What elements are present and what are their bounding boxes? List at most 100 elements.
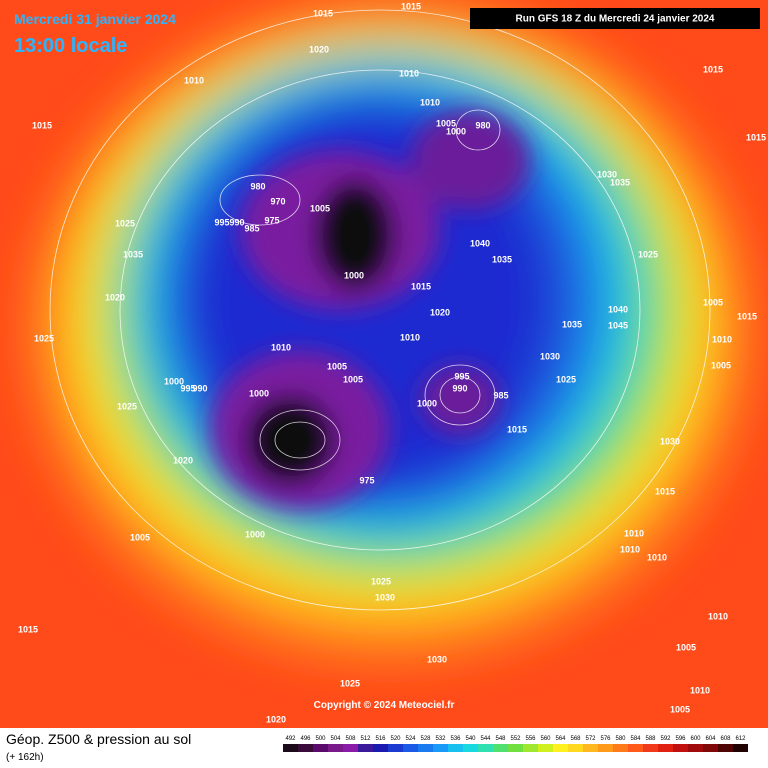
isobar-label: 1030 [375, 592, 395, 602]
legend-label: 500 [315, 736, 326, 742]
isobar-label: 1020 [309, 44, 329, 54]
legend-swatch [448, 744, 463, 752]
legend-label: 568 [570, 736, 581, 742]
legend-swatch [373, 744, 388, 752]
legend-swatch [283, 744, 298, 752]
date: Mercredi 31 janvier 2024 [14, 11, 176, 27]
isobar-label: 1015 [401, 1, 421, 11]
legend-label: 536 [450, 736, 461, 742]
isobar-label: 1030 [427, 654, 447, 664]
isobar-label: 1015 [703, 64, 723, 74]
isobar-label: 1010 [400, 332, 420, 342]
isobar-label: 1005 [711, 360, 731, 370]
isobar-label: 1015 [507, 424, 527, 434]
legend-label: 576 [600, 736, 611, 742]
legend-label: 600 [690, 736, 701, 742]
legend-label: 584 [630, 736, 641, 742]
isobar-label: 1000 [245, 529, 265, 539]
isobar-label: 1020 [430, 307, 450, 317]
legend-swatch [418, 744, 433, 752]
legend-label: 528 [420, 736, 431, 742]
time: 13:00 locale [14, 35, 127, 57]
isobar-label: 1015 [32, 120, 52, 130]
legend-swatch [538, 744, 553, 752]
run-label: Run GFS 18 Z du Mercredi 24 janvier 2024 [516, 14, 715, 25]
legend-swatch [733, 744, 748, 752]
isobar-label: 1035 [492, 254, 512, 264]
isobar-label: 970 [270, 196, 285, 206]
isobar-label: 1015 [18, 624, 38, 634]
legend-swatch [298, 744, 313, 752]
legend-swatch [673, 744, 688, 752]
legend-swatch [703, 744, 718, 752]
legend-label: 516 [375, 736, 386, 742]
isobar-label: 1010 [708, 611, 728, 621]
legend-label: 540 [465, 736, 476, 742]
copyright: Copyright © 2024 Meteociel.fr [314, 700, 455, 711]
legend-label: 560 [540, 736, 551, 742]
legend-swatch [313, 744, 328, 752]
legend-swatch [658, 744, 673, 752]
legend-label: 512 [360, 736, 371, 742]
legend-swatch [508, 744, 523, 752]
isobar-label: 1010 [420, 97, 440, 107]
isobar-label: 1040 [608, 304, 628, 314]
legend-swatch [403, 744, 418, 752]
isobar-label: 1025 [117, 401, 137, 411]
isobar-label: 1025 [115, 218, 135, 228]
isobar-label: 1000 [164, 376, 184, 386]
isobar-label: 1005 [703, 297, 723, 307]
legend-swatch [688, 744, 703, 752]
legend-label: 504 [330, 736, 341, 742]
isobar-label: 995 [180, 383, 195, 393]
legend-label: 580 [615, 736, 626, 742]
isobar-label: 980 [475, 120, 490, 130]
legend-swatch [523, 744, 538, 752]
isobar-label: 985 [493, 390, 508, 400]
isobar-label: 1015 [746, 132, 766, 142]
legend-label: 508 [345, 736, 356, 742]
isobar-label: 1010 [712, 334, 732, 344]
isobar-label: 1005 [343, 374, 363, 384]
legend-swatch [568, 744, 583, 752]
field [0, 0, 768, 728]
legend-swatch [643, 744, 658, 752]
isobar-label: 990 [229, 217, 244, 227]
legend-swatch [613, 744, 628, 752]
isobar-label: 1020 [105, 292, 125, 302]
isobar-label: 1000 [344, 270, 364, 280]
legend-swatch [343, 744, 358, 752]
isobar-label: 1025 [340, 678, 360, 688]
isobar-label: 1005 [130, 532, 150, 542]
isobar-label: 1010 [271, 342, 291, 352]
isobar-label: 1020 [266, 714, 286, 724]
isobar-label: 1015 [411, 281, 431, 291]
legend-label: 556 [525, 736, 536, 742]
isobar-label: 990 [192, 383, 207, 393]
legend-swatch [628, 744, 643, 752]
isobar-label: 1045 [608, 320, 628, 330]
legend-swatch [478, 744, 493, 752]
legend-label: 604 [705, 736, 716, 742]
legend-swatch [358, 744, 373, 752]
isobar-label: 1000 [446, 126, 466, 136]
footer-title: Géop. Z500 & pression au sol [6, 731, 191, 747]
isobar-label: 995 [454, 371, 469, 381]
legend-label: 612 [735, 736, 746, 742]
isobar-label: 995 [214, 217, 229, 227]
legend-label: 532 [435, 736, 446, 742]
isobar-label: 985 [244, 223, 259, 233]
isobar-label: 1035 [562, 319, 582, 329]
legend-swatch [328, 744, 343, 752]
isobar-label: 1025 [638, 249, 658, 259]
isobar-label: 1040 [470, 238, 490, 248]
isobar-label: 1000 [417, 398, 437, 408]
footer-subtitle: (+ 162h) [6, 752, 44, 763]
isobar-label: 1005 [310, 203, 330, 213]
isobar-label: 1015 [313, 8, 333, 18]
legend-swatch [598, 744, 613, 752]
legend-label: 520 [390, 736, 401, 742]
isobar-label: 1010 [399, 68, 419, 78]
isobar-label: 1020 [173, 455, 193, 465]
